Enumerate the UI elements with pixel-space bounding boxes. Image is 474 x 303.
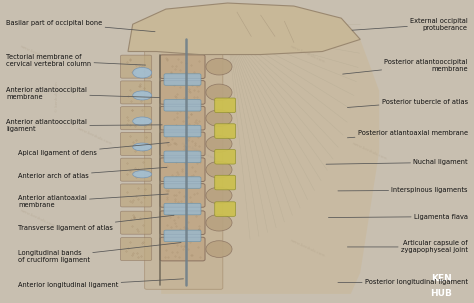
Text: External occipital
protuberance: External occipital protuberance [352, 18, 468, 31]
Polygon shape [128, 3, 360, 55]
Ellipse shape [206, 187, 232, 204]
Text: Nuchal ligament: Nuchal ligament [326, 159, 468, 165]
FancyBboxPatch shape [120, 107, 152, 130]
FancyBboxPatch shape [164, 230, 201, 242]
FancyBboxPatch shape [160, 237, 205, 261]
FancyBboxPatch shape [215, 149, 236, 164]
Text: www.kenhub.com: www.kenhub.com [19, 208, 56, 228]
Text: Apical ligament of dens: Apical ligament of dens [18, 142, 169, 156]
Text: www.kenhub.com: www.kenhub.com [76, 126, 113, 146]
Ellipse shape [206, 110, 232, 127]
FancyBboxPatch shape [160, 132, 205, 156]
Text: Ligamenta flava: Ligamenta flava [328, 214, 468, 220]
Text: www.kenhub.com: www.kenhub.com [181, 142, 218, 161]
FancyBboxPatch shape [160, 211, 205, 235]
Ellipse shape [206, 241, 232, 258]
FancyBboxPatch shape [120, 238, 152, 261]
Text: www.kenhub.com: www.kenhub.com [290, 45, 327, 65]
FancyBboxPatch shape [164, 151, 201, 162]
Ellipse shape [133, 117, 152, 125]
Text: Posterior atlantooccipital
membrane: Posterior atlantooccipital membrane [343, 59, 468, 74]
Ellipse shape [133, 143, 152, 151]
Text: Anterior atlantooccipital
membrane: Anterior atlantooccipital membrane [6, 88, 160, 100]
Text: © kenhub.com: © kenhub.com [55, 82, 59, 112]
Ellipse shape [133, 67, 152, 78]
FancyBboxPatch shape [160, 106, 205, 130]
Text: Posterior atlantoaxial membrane: Posterior atlantoaxial membrane [347, 130, 468, 138]
Ellipse shape [206, 161, 232, 178]
Ellipse shape [133, 171, 152, 178]
FancyBboxPatch shape [120, 132, 152, 155]
Ellipse shape [133, 91, 152, 100]
Text: Anterior longitudinal ligament: Anterior longitudinal ligament [18, 279, 183, 288]
FancyBboxPatch shape [164, 99, 201, 111]
Polygon shape [161, 15, 379, 294]
Ellipse shape [206, 84, 232, 101]
FancyBboxPatch shape [145, 47, 223, 289]
FancyBboxPatch shape [160, 184, 205, 207]
Text: Transverse ligament of atlas: Transverse ligament of atlas [18, 215, 174, 231]
FancyBboxPatch shape [215, 175, 236, 190]
Text: Longitudinal bands
of cruciform ligament: Longitudinal bands of cruciform ligament [18, 243, 181, 263]
Text: Tectorial membrane of
cervical vertebral column: Tectorial membrane of cervical vertebral… [6, 54, 146, 67]
Text: Basilar part of occipital bone: Basilar part of occipital bone [6, 20, 155, 32]
Ellipse shape [206, 58, 232, 75]
Text: www.kenhub.com: www.kenhub.com [351, 142, 388, 161]
FancyBboxPatch shape [120, 158, 152, 181]
FancyBboxPatch shape [164, 203, 201, 215]
FancyBboxPatch shape [215, 98, 236, 113]
Text: Anterior atlantooccipital
ligament: Anterior atlantooccipital ligament [6, 119, 162, 132]
FancyBboxPatch shape [164, 125, 201, 137]
FancyBboxPatch shape [120, 211, 152, 234]
Text: Anterior atlantoaxial
membrane: Anterior atlantoaxial membrane [18, 194, 168, 208]
Text: Articular capsule of
zygapophyseal joint: Articular capsule of zygapophyseal joint [347, 241, 468, 253]
FancyBboxPatch shape [164, 74, 201, 85]
Text: www.kenhub.com: www.kenhub.com [290, 238, 327, 258]
Ellipse shape [206, 215, 232, 231]
FancyBboxPatch shape [160, 55, 205, 78]
FancyBboxPatch shape [160, 158, 205, 181]
Text: Posterior tubercle of atlas: Posterior tubercle of atlas [347, 98, 468, 108]
FancyBboxPatch shape [120, 55, 152, 78]
FancyBboxPatch shape [164, 177, 201, 188]
FancyBboxPatch shape [160, 81, 205, 104]
FancyBboxPatch shape [120, 81, 152, 104]
Ellipse shape [206, 135, 232, 152]
Text: Interspinous ligaments: Interspinous ligaments [338, 187, 468, 193]
Text: www.kenhub.com: www.kenhub.com [19, 45, 56, 65]
Text: Anterior arch of atlas: Anterior arch of atlas [18, 167, 167, 179]
FancyBboxPatch shape [120, 184, 152, 207]
Text: Posterior longitudinal ligament: Posterior longitudinal ligament [338, 279, 468, 285]
FancyBboxPatch shape [215, 124, 236, 138]
FancyBboxPatch shape [215, 202, 236, 216]
